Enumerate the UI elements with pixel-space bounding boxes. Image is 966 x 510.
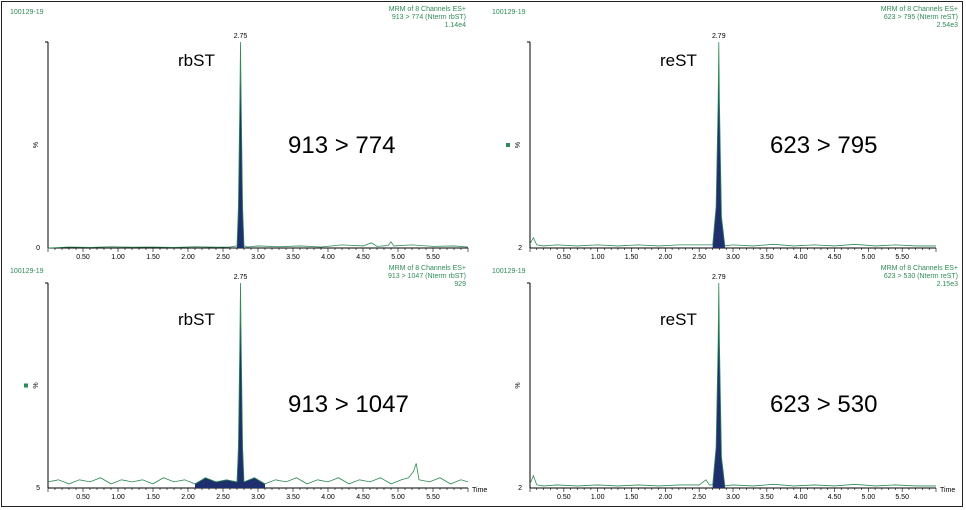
x-tick-label: 5.50: [895, 254, 909, 261]
x-tick-label: 5.00: [391, 494, 405, 501]
x-axis-label: Time: [472, 487, 487, 494]
header-line: MRM of 8 Channels ES+: [389, 6, 466, 13]
transition-label: 913 > 1047: [288, 391, 409, 418]
x-tick-label: 2.00: [181, 254, 195, 261]
x-tick-label: 3.00: [251, 254, 265, 261]
x-tick-label: 4.50: [356, 494, 370, 501]
chromatogram-trace: [529, 41, 936, 247]
x-tick-label: 3.50: [286, 494, 300, 501]
x-tick-label: 1.50: [625, 494, 639, 501]
chromatogram-trace: [529, 282, 936, 487]
sample-id: 100129-19: [492, 268, 526, 275]
header-line: MRM of 8 Channels ES+: [881, 6, 958, 13]
x-tick-label: 5.50: [426, 494, 440, 501]
x-tick-label: 5.00: [391, 254, 405, 261]
x-tick-label: 2.50: [216, 494, 230, 501]
x-tick-label: 4.50: [828, 494, 842, 501]
x-tick-label: 0.50: [557, 494, 571, 501]
x-tick-label: 2.50: [216, 254, 230, 261]
x-tick-label: 4.50: [356, 254, 370, 261]
y-axis-label: %: [33, 382, 40, 388]
analyte-label: rbST: [178, 310, 215, 329]
header-line: MRM of 8 Channels ES+: [881, 265, 958, 272]
header-line: 1.14e4: [445, 22, 467, 29]
peak-area: [712, 42, 725, 248]
header-line: MRM of 8 Channels ES+: [389, 265, 466, 272]
x-tick-label: 3.00: [726, 254, 740, 261]
sample-id: 100129-19: [492, 9, 526, 16]
x-tick-label: 1.00: [111, 254, 125, 261]
x-tick-label: 2.00: [659, 254, 673, 261]
y-axis-label: %: [33, 142, 40, 148]
x-tick-label: 1.00: [591, 254, 605, 261]
peak-label: 2.75: [234, 274, 248, 281]
transition-label: 623 > 795: [770, 132, 877, 159]
y-bottom-label: 2: [518, 485, 522, 492]
x-tick-label: 0.50: [557, 254, 571, 261]
peak-area: [712, 283, 725, 488]
chromatogram-panel-3: 100129-19 MRM of 8 Channels ES+913 > 1047…: [10, 265, 487, 501]
x-tick-label: 3.50: [286, 254, 300, 261]
x-tick-label: 2.50: [692, 254, 706, 261]
chromatogram-panel-2: 100129-19 MRM of 8 Channels ES+623 > 795 …: [492, 6, 958, 261]
header-line: 623 > 530 (Nterm reST): [884, 273, 958, 280]
chromatogram-trace: [47, 282, 469, 485]
header-line: 913 > 1047 (Nterm rbST): [388, 273, 466, 280]
chromatogram-panel-1: 100129-19 MRM of 8 Channels ES+913 > 774 …: [10, 6, 469, 261]
y-axis-label: %: [515, 382, 522, 388]
transition-label: 913 > 774: [288, 132, 395, 159]
y-bottom-label: 2: [518, 245, 522, 252]
sample-id: 100129-19: [10, 268, 44, 275]
x-tick-label: 1.50: [146, 254, 160, 261]
analyte-label: reST: [660, 51, 697, 70]
x-tick-label: 3.00: [251, 494, 265, 501]
transition-label: 623 > 530: [770, 391, 877, 418]
x-tick-label: 4.00: [794, 494, 808, 501]
chromatogram-panel-4: 100129-19 MRM of 8 Channels ES+623 > 530 …: [492, 265, 958, 501]
header-line: 623 > 795 (Nterm reST): [884, 14, 958, 21]
chromatogram-trace: [47, 41, 469, 249]
y-axis-label: %: [515, 142, 522, 148]
x-tick-label: 5.00: [862, 494, 876, 501]
x-tick-label: 0.50: [76, 254, 90, 261]
x-tick-label: 0.50: [76, 494, 90, 501]
x-tick-label: 2.00: [181, 494, 195, 501]
analyte-label: reST: [660, 310, 697, 329]
channel-marker: [506, 143, 510, 147]
x-tick-label: 1.00: [591, 494, 605, 501]
sample-id: 100129-19: [10, 9, 44, 16]
header-line: 913 > 774 (Nterm rbST): [392, 14, 466, 21]
x-tick-label: 5.50: [895, 494, 909, 501]
y-bottom-label: 5: [36, 485, 40, 492]
x-tick-label: 3.00: [726, 494, 740, 501]
x-tick-label: 4.00: [794, 254, 808, 261]
peak-label: 2.79: [712, 33, 726, 40]
x-tick-label: 1.50: [625, 254, 639, 261]
x-tick-label: 3.50: [760, 494, 774, 501]
x-tick-label: 2.00: [659, 494, 673, 501]
x-tick-label: 4.00: [321, 254, 335, 261]
x-tick-label: 1.50: [146, 494, 160, 501]
peak-label: 2.79: [712, 274, 726, 281]
peak-label: 2.75: [234, 33, 248, 40]
header-line: 2.15e3: [937, 281, 959, 288]
x-tick-label: 5.00: [862, 254, 876, 261]
header-line: 929: [454, 281, 466, 288]
x-tick-label: 4.50: [828, 254, 842, 261]
y-bottom-label: 0: [36, 245, 40, 252]
x-tick-label: 3.50: [760, 254, 774, 261]
channel-marker: [24, 383, 28, 388]
x-tick-label: 1.00: [111, 494, 125, 501]
header-line: 2.54e3: [937, 22, 959, 29]
analyte-label: rbST: [178, 51, 215, 70]
x-tick-label: 4.00: [321, 494, 335, 501]
x-tick-label: 5.50: [426, 254, 440, 261]
x-axis-label: Time: [940, 487, 955, 494]
x-tick-label: 2.50: [692, 494, 706, 501]
